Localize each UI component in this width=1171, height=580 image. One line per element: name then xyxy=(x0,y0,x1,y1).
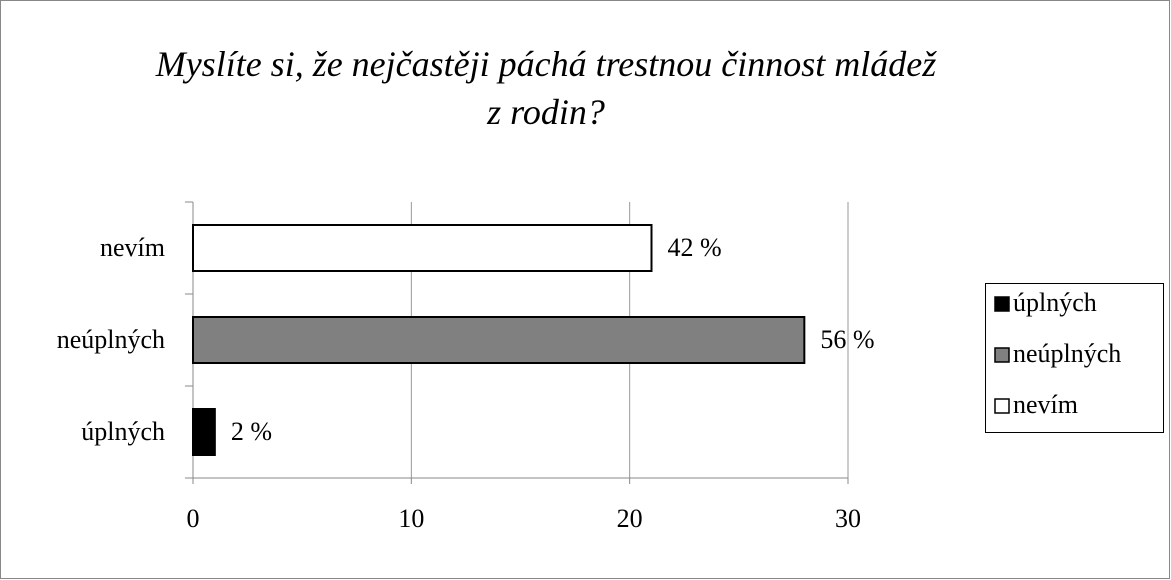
bar xyxy=(192,408,216,456)
y-tick-label: úplných xyxy=(81,417,165,446)
x-tick-label: 0 xyxy=(187,504,200,533)
legend-swatch xyxy=(994,296,1010,312)
legend-label: úplných xyxy=(1013,288,1097,317)
x-tick-label: 20 xyxy=(617,504,643,533)
legend-label: neúplných xyxy=(1013,339,1121,368)
chart-title: Myslíte si, že nejčastěji páchá trestnou… xyxy=(155,44,937,132)
bar xyxy=(192,224,653,272)
x-tick-label: 10 xyxy=(398,504,424,533)
legend-swatch xyxy=(994,347,1010,363)
y-tick-label: neúplných xyxy=(57,325,165,354)
legend-swatch xyxy=(994,398,1010,414)
value-label: 42 % xyxy=(668,233,722,262)
y-tick-label: nevím xyxy=(100,233,165,262)
value-label: 56 % xyxy=(820,325,874,354)
bar xyxy=(192,316,806,364)
legend-box xyxy=(985,283,1164,433)
value-label: 2 % xyxy=(231,417,272,446)
legend-label: nevím xyxy=(1013,390,1078,419)
x-tick-label: 30 xyxy=(835,504,861,533)
